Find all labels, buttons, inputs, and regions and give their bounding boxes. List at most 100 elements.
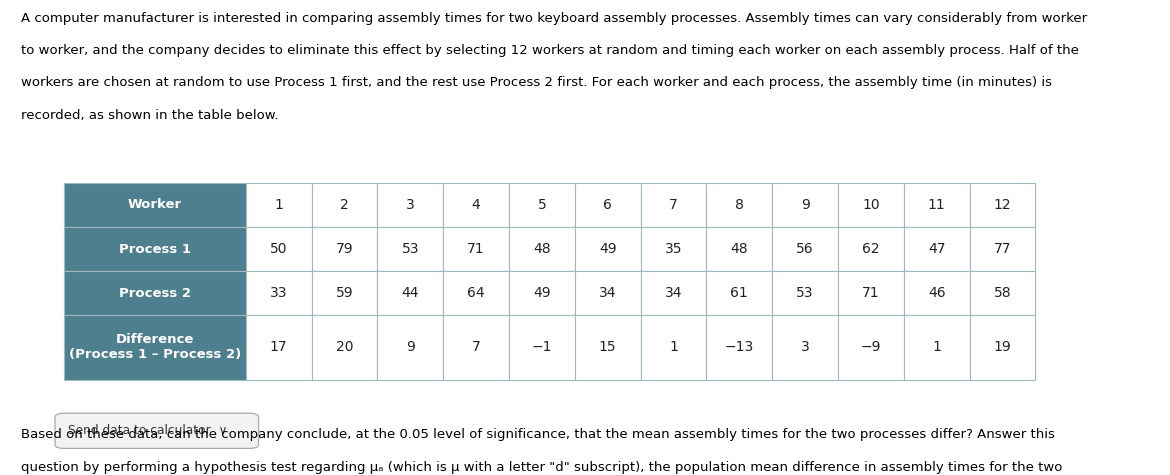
Text: 48: 48 <box>534 242 551 256</box>
Text: 44: 44 <box>401 286 419 300</box>
Bar <box>246 183 311 227</box>
Text: 59: 59 <box>336 286 353 300</box>
Bar <box>772 315 838 380</box>
Bar <box>443 271 509 315</box>
Bar <box>64 227 246 271</box>
Text: Process 2: Process 2 <box>119 287 191 300</box>
Bar <box>377 183 443 227</box>
Text: 1: 1 <box>932 341 941 354</box>
Bar <box>903 183 970 227</box>
Text: 34: 34 <box>599 286 617 300</box>
Bar <box>707 227 772 271</box>
Text: 62: 62 <box>862 242 880 256</box>
Bar <box>707 315 772 380</box>
Bar <box>574 315 641 380</box>
Bar <box>64 271 246 315</box>
Bar <box>838 227 903 271</box>
Text: 48: 48 <box>730 242 748 256</box>
Bar <box>311 227 378 271</box>
Text: 49: 49 <box>599 242 617 256</box>
Text: 71: 71 <box>862 286 880 300</box>
Text: 50: 50 <box>270 242 288 256</box>
Text: 1: 1 <box>669 341 677 354</box>
Bar <box>509 183 574 227</box>
Text: Difference
(Process 1 – Process 2): Difference (Process 1 – Process 2) <box>69 333 241 361</box>
Text: 53: 53 <box>797 286 814 300</box>
Bar <box>574 183 641 227</box>
Text: −9: −9 <box>861 341 881 354</box>
Bar <box>903 271 970 315</box>
Text: −1: −1 <box>531 341 552 354</box>
Text: −13: −13 <box>724 341 753 354</box>
Bar <box>64 315 246 380</box>
Text: 15: 15 <box>599 341 617 354</box>
Text: 20: 20 <box>336 341 353 354</box>
Text: 35: 35 <box>665 242 682 256</box>
Text: 77: 77 <box>993 242 1011 256</box>
Bar <box>707 271 772 315</box>
Text: Based on these data, can the company conclude, at the 0.05 level of significance: Based on these data, can the company con… <box>21 428 1055 441</box>
Text: 1: 1 <box>274 198 283 212</box>
Text: 10: 10 <box>862 198 880 212</box>
Text: 53: 53 <box>401 242 419 256</box>
Text: 9: 9 <box>406 341 414 354</box>
Bar <box>970 315 1035 380</box>
Text: 3: 3 <box>800 341 810 354</box>
Text: 5: 5 <box>537 198 546 212</box>
Bar <box>970 227 1035 271</box>
Bar <box>377 315 443 380</box>
Bar <box>903 227 970 271</box>
Bar <box>838 183 903 227</box>
Text: 11: 11 <box>928 198 945 212</box>
Text: Send data to calculator  ∨: Send data to calculator ∨ <box>68 424 227 437</box>
Text: question by performing a hypothesis test regarding μₐ (which is μ with a letter : question by performing a hypothesis test… <box>21 461 1062 474</box>
Bar <box>772 227 838 271</box>
Bar <box>64 183 246 227</box>
Bar <box>641 315 707 380</box>
Text: 9: 9 <box>800 198 810 212</box>
Text: workers are chosen at random to use Process 1 first, and the rest use Process 2 : workers are chosen at random to use Proc… <box>21 76 1052 89</box>
Text: 3: 3 <box>406 198 414 212</box>
Text: 49: 49 <box>534 286 551 300</box>
Bar <box>311 315 378 380</box>
Text: 47: 47 <box>928 242 945 256</box>
Bar <box>246 271 311 315</box>
Text: recorded, as shown in the table below.: recorded, as shown in the table below. <box>21 109 278 122</box>
Bar <box>772 183 838 227</box>
Text: Process 1: Process 1 <box>119 243 191 256</box>
Bar <box>443 183 509 227</box>
Bar <box>377 227 443 271</box>
Bar <box>443 315 509 380</box>
Text: 33: 33 <box>270 286 288 300</box>
Text: Worker: Worker <box>128 199 183 211</box>
Text: 64: 64 <box>467 286 484 300</box>
Bar <box>443 227 509 271</box>
Text: 34: 34 <box>665 286 682 300</box>
Text: A computer manufacturer is interested in comparing assembly times for two keyboa: A computer manufacturer is interested in… <box>21 12 1087 25</box>
Text: 12: 12 <box>993 198 1011 212</box>
FancyBboxPatch shape <box>55 413 259 448</box>
Bar <box>838 315 903 380</box>
Text: to worker, and the company decides to eliminate this effect by selecting 12 work: to worker, and the company decides to el… <box>21 44 1079 57</box>
Text: 17: 17 <box>270 341 288 354</box>
Bar <box>574 271 641 315</box>
Text: 19: 19 <box>993 341 1011 354</box>
Text: 4: 4 <box>472 198 481 212</box>
Text: 2: 2 <box>340 198 349 212</box>
Bar <box>509 315 574 380</box>
Text: 6: 6 <box>604 198 612 212</box>
Bar <box>903 315 970 380</box>
Text: 61: 61 <box>730 286 748 300</box>
Text: 46: 46 <box>928 286 945 300</box>
Text: 58: 58 <box>993 286 1011 300</box>
Text: 56: 56 <box>797 242 814 256</box>
Bar <box>838 271 903 315</box>
Bar <box>377 271 443 315</box>
Bar <box>509 271 574 315</box>
Bar <box>970 183 1035 227</box>
Bar <box>641 227 707 271</box>
Bar <box>246 227 311 271</box>
Text: 8: 8 <box>735 198 744 212</box>
Text: 71: 71 <box>467 242 484 256</box>
Text: 7: 7 <box>669 198 677 212</box>
